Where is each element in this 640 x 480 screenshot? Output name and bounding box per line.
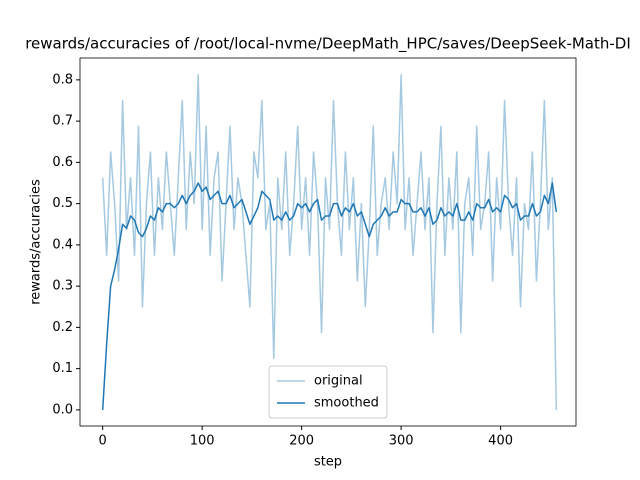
y-axis-label: rewards/accuracies <box>29 179 44 305</box>
y-tick-label: 0.4 <box>52 237 73 252</box>
y-tick-label: 0.8 <box>52 72 73 87</box>
x-tick-label: 400 <box>488 434 513 449</box>
x-tick-label: 0 <box>99 434 107 449</box>
x-tick-label: 100 <box>190 434 215 449</box>
series-line <box>101 182 558 410</box>
legend-box <box>268 365 388 419</box>
x-axis-label: step <box>314 455 342 470</box>
chart-title: rewards/accuracies of /root/local-nvme/D… <box>25 35 631 54</box>
y-tick-label: 0.1 <box>52 361 73 376</box>
legend-label: smoothed <box>314 396 379 411</box>
y-tick-label: 0.6 <box>52 155 73 170</box>
series-line <box>101 73 558 410</box>
y-tick-label: 0.7 <box>52 114 73 129</box>
x-tick-label: 300 <box>389 434 414 449</box>
plot-frame <box>79 57 577 427</box>
y-tick-label: 0.5 <box>52 196 73 211</box>
y-tick-label: 0.3 <box>52 279 73 294</box>
y-tick-label: 0.0 <box>52 402 73 417</box>
x-tick-label: 200 <box>289 434 314 449</box>
y-tick-label: 0.2 <box>52 320 73 335</box>
legend-label: original <box>314 374 363 389</box>
